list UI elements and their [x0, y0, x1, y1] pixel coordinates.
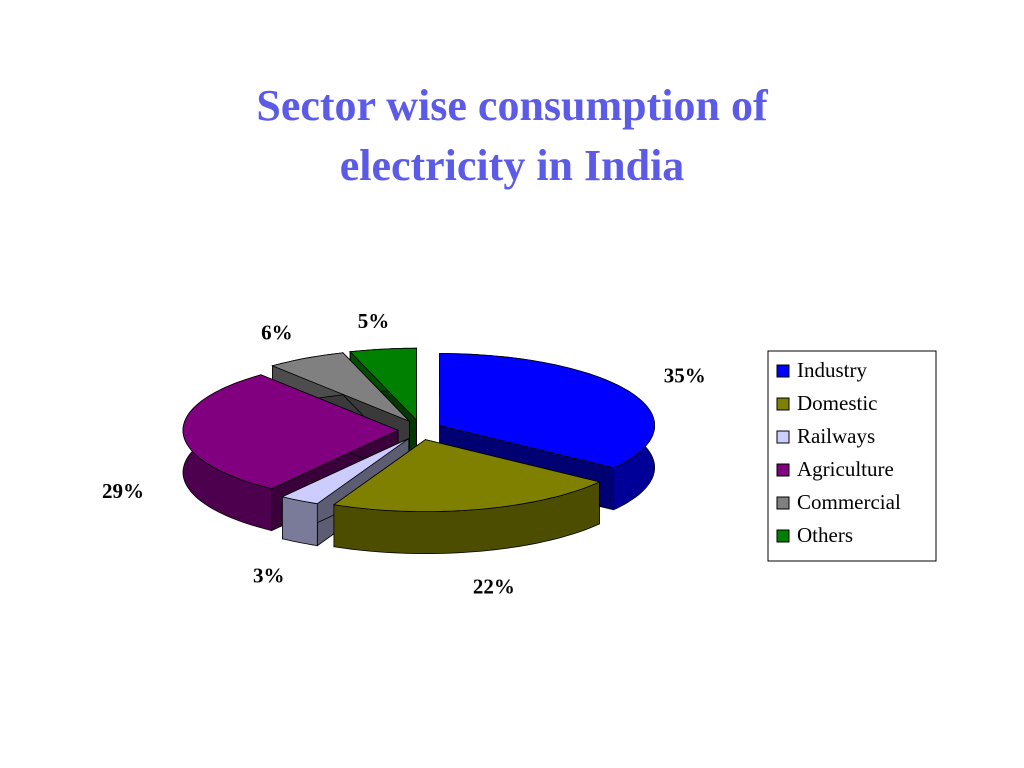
legend-label: Commercial — [797, 490, 901, 514]
chart-title: Sector wise consumption of electricity i… — [256, 81, 768, 190]
slice-top — [281, 438, 410, 505]
slice-top — [271, 352, 410, 422]
data-label: 3% — [253, 564, 285, 588]
slice-edge — [281, 496, 318, 547]
slice-top — [332, 439, 601, 513]
slice-top — [439, 353, 656, 469]
slice-top — [349, 347, 418, 422]
legend-label: Industry — [797, 358, 867, 382]
pie-slice — [332, 438, 601, 554]
data-label: 5% — [358, 309, 390, 333]
data-label: 35% — [664, 363, 706, 387]
data-label: 29% — [102, 479, 144, 503]
legend-swatch — [776, 364, 790, 378]
slice-top — [182, 374, 400, 490]
legend-label: Agriculture — [797, 457, 894, 481]
legend-label: Railways — [797, 424, 875, 448]
data-label: 6% — [261, 320, 293, 344]
legend-swatch — [776, 496, 790, 510]
legend-swatch — [776, 397, 790, 411]
legend-label: Others — [797, 523, 853, 547]
legend-box — [767, 350, 937, 562]
data-label: 22% — [473, 575, 515, 599]
legend-swatch — [776, 430, 790, 444]
legend-swatch — [776, 463, 790, 477]
legend-label: Domestic — [797, 391, 877, 415]
legend-swatch — [776, 529, 790, 543]
